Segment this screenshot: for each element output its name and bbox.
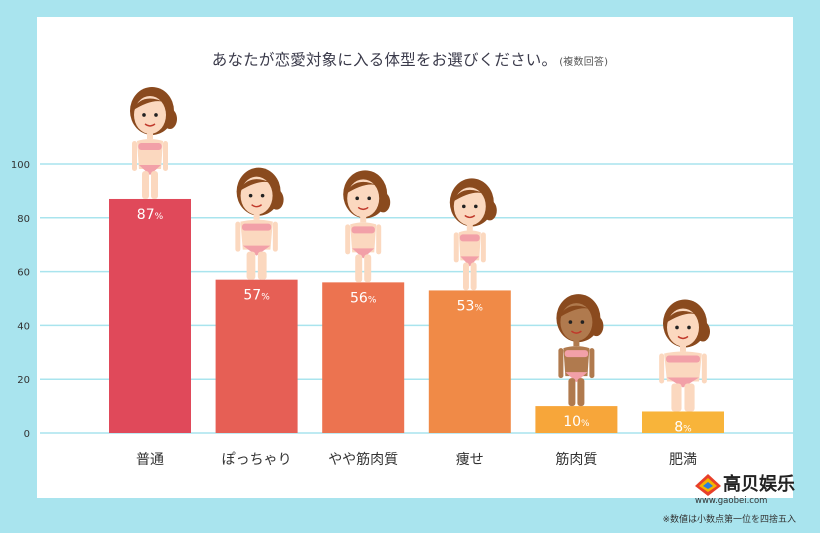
data-label: 57% <box>243 288 270 304</box>
chart-subtitle: (複数回答) <box>559 57 609 68</box>
x-tick-label: 普通 <box>136 452 164 468</box>
chart-title: あなたが恋愛対象に入る体型をお選びください。 (複数回答) <box>0 48 820 70</box>
bar-2 <box>215 279 298 433</box>
y-tick-label: 100 <box>11 160 30 171</box>
footnote: ※数値は小数点第一位を四捨五入 <box>662 515 796 525</box>
y-tick-label: 40 <box>17 321 30 332</box>
person-figure-icon <box>235 167 284 280</box>
bar-1 <box>109 198 191 433</box>
bar-5 <box>535 406 618 433</box>
person-figure-icon <box>130 86 177 199</box>
person-figure-icon <box>659 299 710 412</box>
x-tick-label: 肥満 <box>669 452 697 468</box>
watermark: 高贝娱乐 www.gaobei.com <box>693 470 803 506</box>
bar-6 <box>642 411 724 433</box>
watermark-name: 高贝娱乐 <box>723 474 795 495</box>
watermark-url: www.gaobei.com <box>695 496 768 506</box>
bar-4 <box>428 290 511 433</box>
y-tick-label: 0 <box>24 429 30 440</box>
x-tick-label: 痩せ <box>456 451 484 468</box>
chart-title-text: あなたが恋愛対象に入る体型をお選びください。 <box>211 51 558 69</box>
person-figure-icon <box>556 294 604 407</box>
y-tick-label: 80 <box>17 214 30 225</box>
data-label: 10% <box>563 414 590 430</box>
data-label: 8% <box>674 419 692 435</box>
person-figure-icon <box>343 170 391 283</box>
data-label: 87% <box>137 207 164 223</box>
watermark-logo-icon <box>695 474 721 496</box>
data-label: 53% <box>457 298 484 314</box>
x-tick-label: 筋肉質 <box>555 451 597 468</box>
x-tick-label: やや筋肉質 <box>328 451 398 468</box>
data-label: 56% <box>350 290 377 306</box>
person-figure-icon <box>449 178 497 291</box>
y-tick-label: 20 <box>17 375 30 386</box>
y-tick-label: 60 <box>17 268 30 279</box>
bar-3 <box>322 282 405 433</box>
x-tick-label: ぽっちゃり <box>222 452 292 468</box>
